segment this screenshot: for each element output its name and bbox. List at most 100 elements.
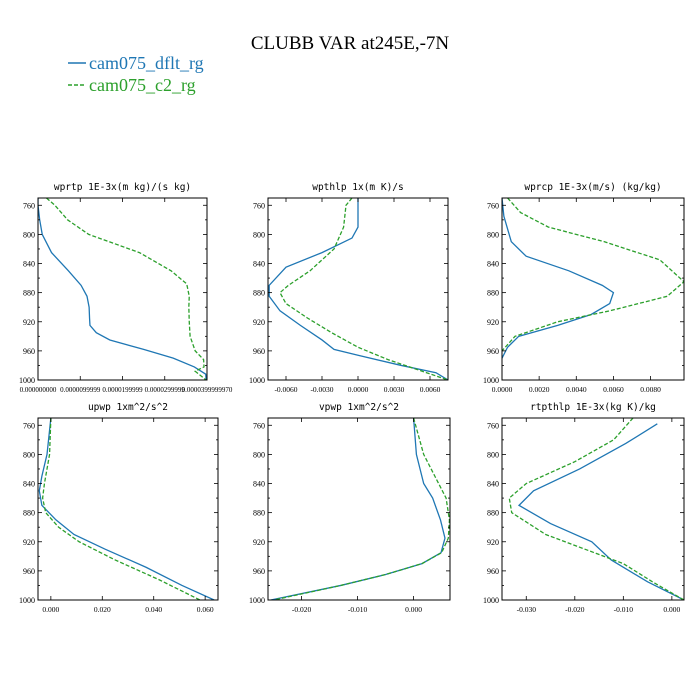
x-tick-label: -0.030 [517, 605, 537, 614]
y-tick-label: 960 [487, 567, 499, 576]
y-tick-label: 1000 [483, 376, 499, 385]
panels: wprtp 1E-3x(m kg)/(s kg) 760 800 840 880 920 9… [19, 182, 685, 614]
panel-6: rtpthlp 1E-3x(kg K)/kg 760 800 840 880 920 960… [483, 402, 685, 614]
x-tick-label: 0.040 [145, 605, 162, 614]
legend: cam075_dflt_rg cam075_c2_rg [68, 53, 204, 95]
x-tick-label: 0.000 [42, 605, 59, 614]
y-tick-label: 800 [23, 230, 35, 239]
series-line-c2 [279, 198, 448, 380]
y-tick-label: 960 [23, 347, 35, 356]
series-line-c2 [273, 418, 450, 600]
y-tick-label: 920 [23, 538, 35, 547]
figure-title: CLUBB VAR at245E,-7N [251, 33, 450, 54]
series-line-dflt [502, 198, 615, 359]
y-tick-label: 1000 [249, 376, 265, 385]
series-line-dflt [268, 198, 448, 380]
y-tick-label: 960 [253, 347, 265, 356]
x-tick-label: -0.0030 [310, 385, 333, 394]
y-tick-label: 920 [487, 538, 499, 547]
y-tick-label: 760 [23, 421, 35, 430]
x-tick-label: -0.020 [292, 605, 312, 614]
y-tick-label: 760 [487, 201, 499, 210]
x-tick-label: 0.0060 [420, 385, 441, 394]
y-tick-label: 880 [253, 289, 265, 298]
y-tick-label: 800 [487, 230, 499, 239]
y-tick-label: 920 [487, 318, 499, 327]
panel-title: wpthlp 1x(m K)/s [312, 182, 404, 193]
y-tick-label: 840 [487, 260, 499, 269]
y-tick-label: 840 [23, 480, 35, 489]
x-tick-label: 0.0080 [640, 385, 661, 394]
panel-title: vpwp 1xm^2/s^2 [319, 402, 399, 413]
legend-label-dflt: cam075_dflt_rg [89, 53, 204, 73]
x-tick-label: 0.0020 [529, 385, 550, 394]
series-line-dflt [270, 418, 446, 600]
x-tick-label: -0.020 [565, 605, 585, 614]
x-tick-label: 0.000 [405, 605, 422, 614]
x-tick-label: -0.010 [348, 605, 368, 614]
series-line-c2 [508, 418, 684, 600]
panel-frame [501, 417, 685, 601]
y-tick-label: 840 [487, 480, 499, 489]
series-line-dflt [517, 423, 684, 600]
y-tick-label: 1000 [19, 376, 35, 385]
x-tick-label: 0.0000 [348, 385, 369, 394]
y-tick-label: 920 [23, 318, 35, 327]
series-line-dflt [38, 198, 207, 380]
y-tick-label: 920 [253, 318, 265, 327]
legend-label-c2: cam075_c2_rg [89, 75, 196, 95]
y-tick-label: 880 [23, 289, 35, 298]
x-tick-label: 0.0060 [603, 385, 624, 394]
x-tick-label: 0.0040 [566, 385, 587, 394]
y-tick-label: 840 [253, 260, 265, 269]
y-tick-label: 800 [23, 450, 35, 459]
y-tick-label: 800 [253, 230, 265, 239]
y-tick-label: 880 [253, 509, 265, 518]
panel-2: wpthlp 1x(m K)/s 760 800 840 880 920 960 1000 -0… [249, 182, 449, 394]
panel-frame [37, 197, 208, 381]
y-tick-label: 1000 [483, 596, 499, 605]
x-tick-label: 0.0000 [492, 385, 513, 394]
y-tick-label: 880 [23, 509, 35, 518]
x-tick-label: -0.0060 [274, 385, 297, 394]
x-tick-label: 0.000 [663, 605, 680, 614]
x-tick-label: 0.060 [197, 605, 214, 614]
y-tick-label: 840 [23, 260, 35, 269]
y-tick-label: 920 [253, 538, 265, 547]
panel-title: wprtp 1E-3x(m kg)/(s kg) [54, 182, 191, 193]
panel-frame [267, 417, 451, 601]
x-tick-label: -0.010 [614, 605, 634, 614]
y-tick-label: 1000 [249, 596, 265, 605]
x-tick-label: 0.0000199999 [102, 386, 143, 394]
panel-4: upwp 1xm^2/s^2 760 800 840 880 920 960 1000 0.00… [19, 402, 219, 614]
y-tick-label: 840 [253, 480, 265, 489]
y-tick-label: 960 [487, 347, 499, 356]
x-tick-label: 0.0000299999 [145, 386, 186, 394]
y-tick-label: 1000 [19, 596, 35, 605]
y-tick-label: 880 [487, 509, 499, 518]
y-tick-label: 760 [253, 201, 265, 210]
y-tick-label: 880 [487, 289, 499, 298]
panel-frame [501, 197, 685, 381]
x-tick-label: 0.0000099999 [60, 386, 101, 394]
panel-title: upwp 1xm^2/s^2 [88, 402, 168, 413]
series-line-c2 [41, 418, 201, 600]
series-line-dflt [38, 418, 215, 600]
y-tick-label: 760 [23, 201, 35, 210]
y-tick-label: 800 [487, 450, 499, 459]
x-tick-label: 0.0030 [384, 385, 405, 394]
panel-5: vpwp 1xm^2/s^2 760 800 840 880 920 960 1000 -0.0… [249, 402, 451, 614]
y-tick-label: 760 [487, 421, 499, 430]
panel-3: wprcp 1E-3x(m/s) (kg/kg) 760 800 840 880 920 9… [483, 182, 685, 394]
y-tick-label: 800 [253, 450, 265, 459]
panel-1: wprtp 1E-3x(m kg)/(s kg) 760 800 840 880 920 9… [19, 182, 233, 394]
y-tick-label: 760 [253, 421, 265, 430]
x-tick-label: 0.0000399999970 [182, 386, 233, 394]
panel-title: wprcp 1E-3x(m/s) (kg/kg) [524, 182, 661, 193]
x-tick-label: 0.000000000 [20, 386, 57, 394]
panel-title: rtpthlp 1E-3x(kg K)/kg [530, 402, 656, 413]
panel-frame [37, 417, 219, 601]
series-line-c2 [502, 198, 684, 352]
x-tick-label: 0.020 [94, 605, 111, 614]
